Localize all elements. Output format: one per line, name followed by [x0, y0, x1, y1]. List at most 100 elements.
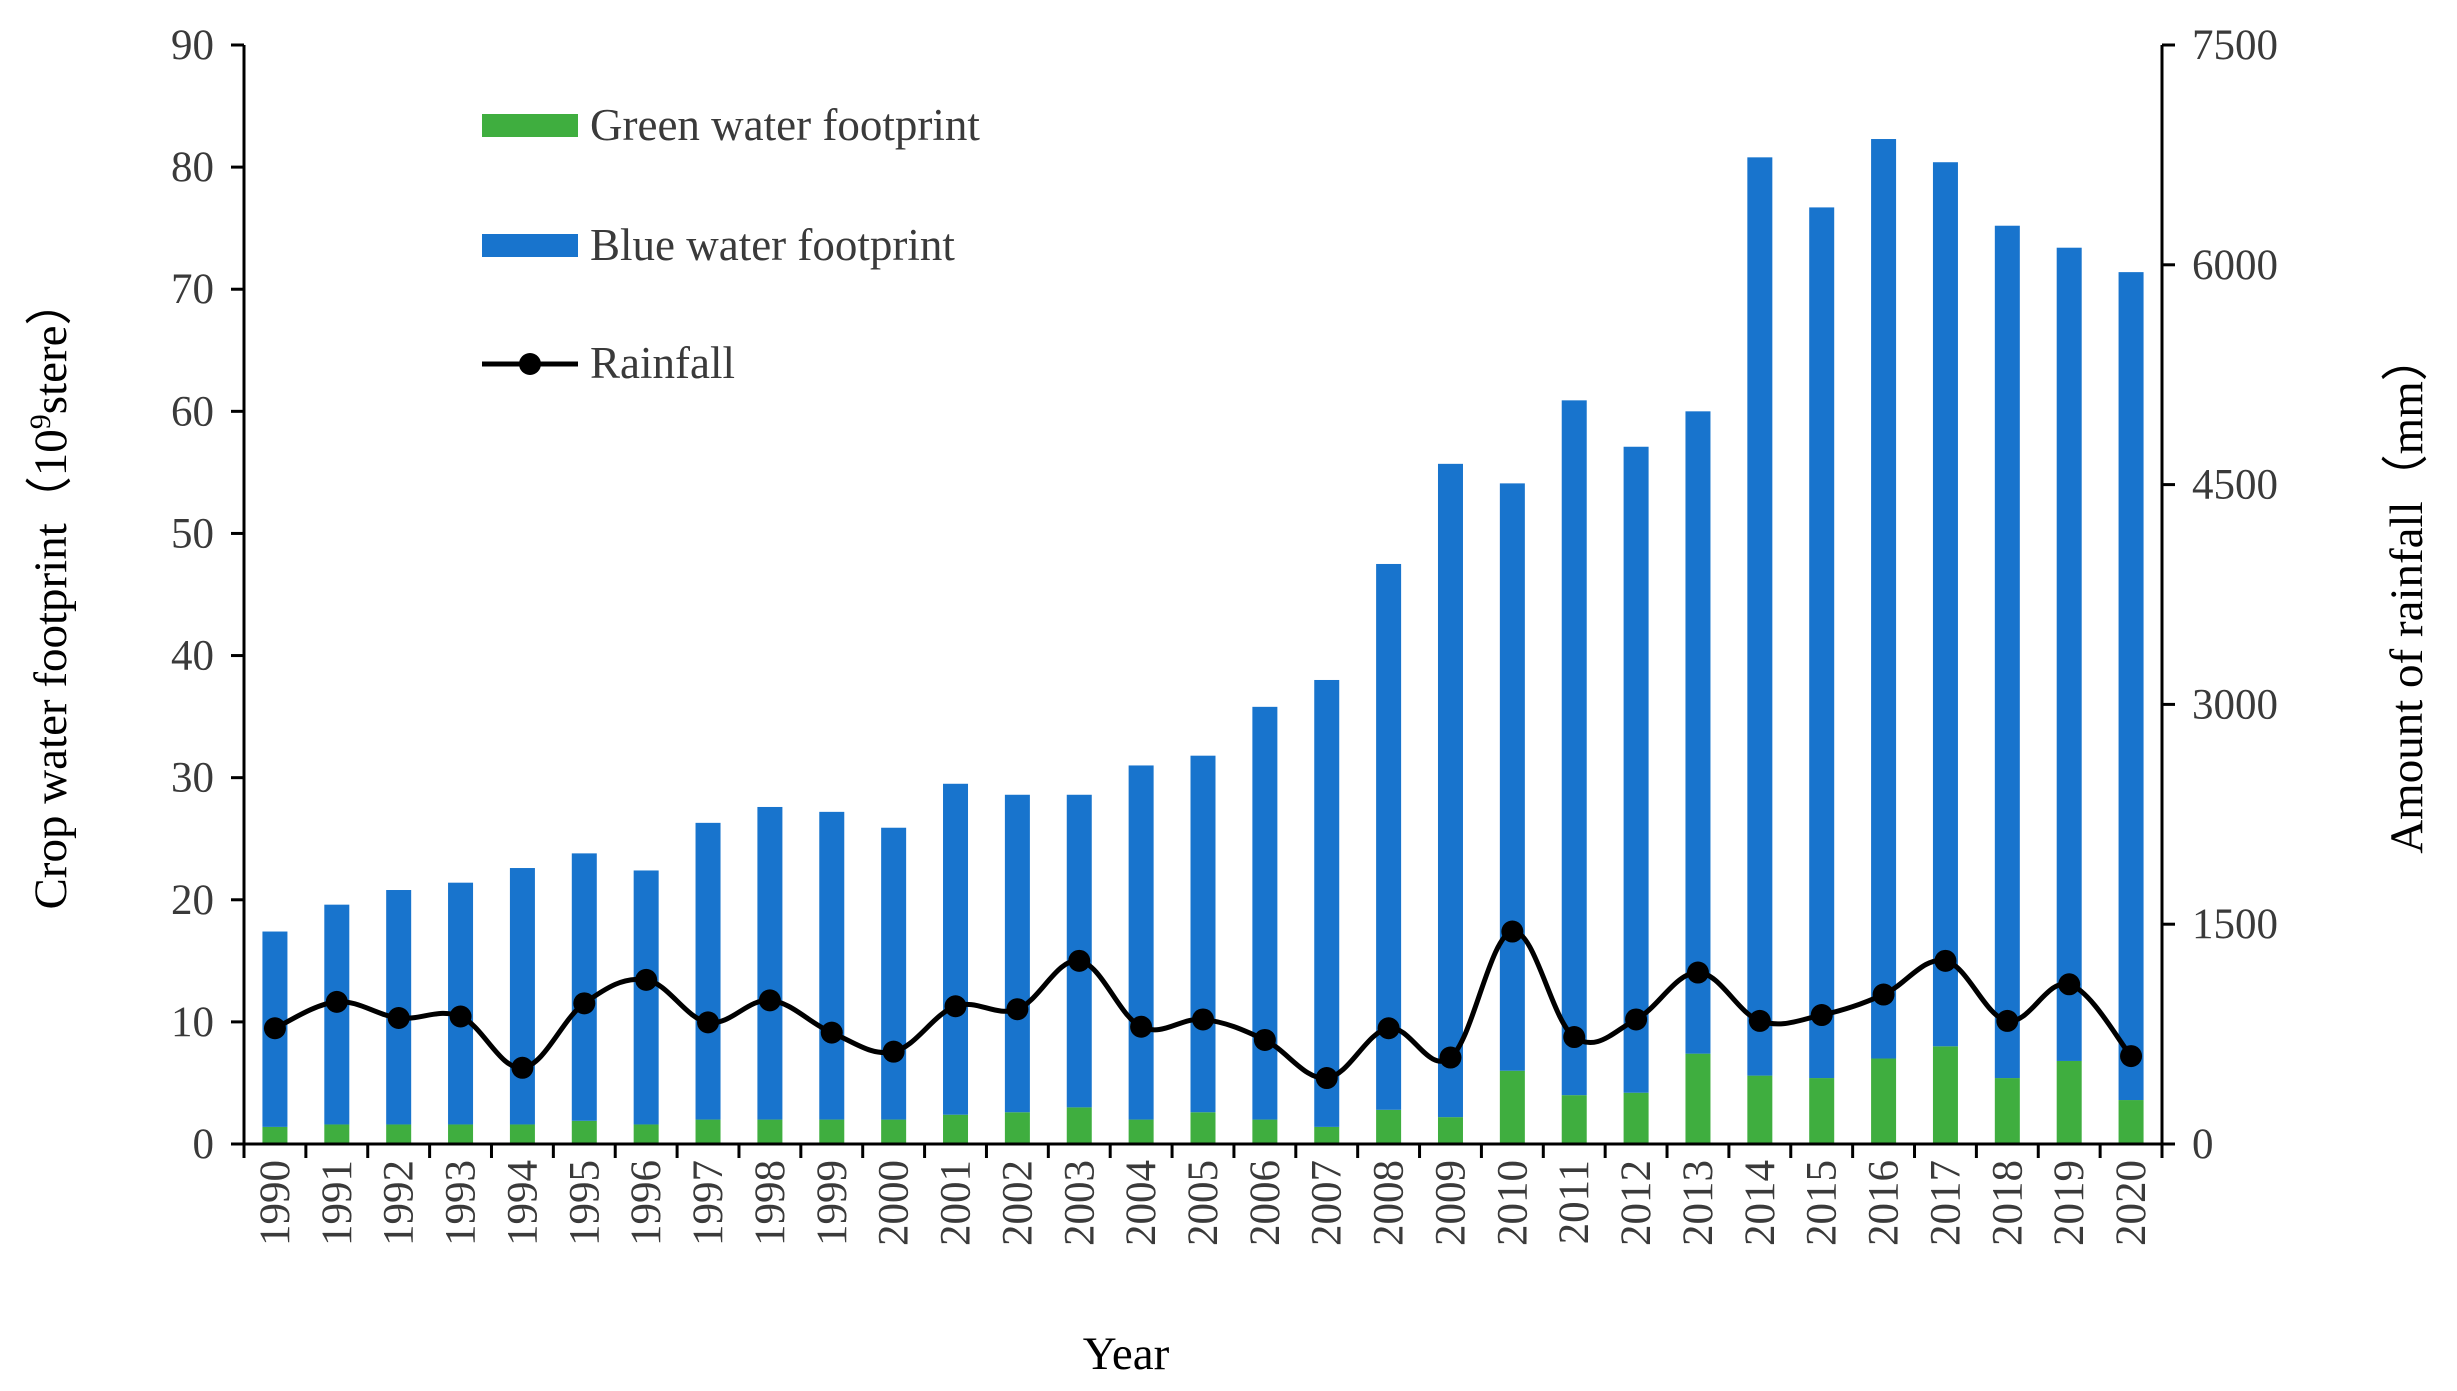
- rainfall-point-2001: [944, 995, 967, 1018]
- bar-green-1998: [757, 1119, 783, 1144]
- x-tick-label-1999: 1999: [809, 1160, 856, 1246]
- rainfall-point-2006: [1253, 1028, 1276, 1051]
- x-tick-label-2020: 2020: [2108, 1160, 2155, 1246]
- y2-tick-label-6000: 6000: [2192, 242, 2278, 289]
- x-tick-label-2003: 2003: [1056, 1160, 1103, 1246]
- rainfall-point-1996: [635, 968, 658, 991]
- bar-blue-2012: [1623, 446, 1649, 1093]
- rainfall-point-2007: [1315, 1067, 1338, 1090]
- bar-blue-2011: [1561, 400, 1587, 1096]
- bar-green-2001: [943, 1114, 969, 1144]
- x-tick-label-1995: 1995: [561, 1160, 608, 1246]
- y2-tick-label-7500: 7500: [2192, 22, 2278, 69]
- rainfall-point-1999: [820, 1021, 843, 1044]
- bar-green-2014: [1747, 1075, 1773, 1144]
- bar-green-2011: [1561, 1095, 1587, 1144]
- bar-blue-2010: [1499, 483, 1525, 1071]
- rainfall-point-2019: [2058, 973, 2081, 996]
- x-tick-label-2007: 2007: [1304, 1160, 1351, 1246]
- rainfall-point-2004: [1130, 1015, 1153, 1038]
- legend-label-rainfall: Rainfall: [590, 338, 735, 388]
- ticks-layer: 0 10 20 30 40 50 60 70 80 90 0 1500 3000 4500 6000 7500…: [171, 22, 2278, 1246]
- x-tick-label-2012: 2012: [1613, 1160, 1660, 1246]
- x-tick-label-2009: 2009: [1427, 1160, 1474, 1246]
- bar-green-2004: [1128, 1119, 1154, 1144]
- bar-green-1996: [633, 1124, 659, 1144]
- rainfall-point-2016: [1872, 983, 1895, 1006]
- y-tick-label-30: 30: [171, 755, 214, 802]
- rainfall-point-1994: [511, 1056, 534, 1079]
- bar-blue-1995: [571, 853, 597, 1121]
- bar-green-2006: [1252, 1119, 1278, 1144]
- y2-tick-label-0: 0: [2192, 1121, 2214, 1168]
- x-tick-label-2004: 2004: [1118, 1160, 1165, 1246]
- x-tick-label-2013: 2013: [1675, 1160, 1722, 1246]
- x-tick-label-1993: 1993: [438, 1160, 485, 1246]
- bar-green-1990: [262, 1126, 288, 1144]
- rainfall-point-2020: [2120, 1045, 2143, 1068]
- x-tick-label-1997: 1997: [685, 1160, 732, 1246]
- y-tick-label-40: 40: [171, 633, 214, 680]
- bar-green-2003: [1066, 1107, 1092, 1144]
- bar-green-2020: [2118, 1100, 2144, 1144]
- rainfall-point-2005: [1192, 1008, 1214, 1031]
- y-axis-title-part-a: Crop water footprint（10: [25, 429, 77, 909]
- x-tick-label-2014: 2014: [1737, 1160, 1784, 1246]
- axes-layer: [242, 45, 2164, 1146]
- rainfall-point-1992: [387, 1006, 410, 1029]
- bar-green-1992: [386, 1124, 412, 1144]
- x-tick-label-1992: 1992: [376, 1160, 423, 1246]
- bar-green-2015: [1809, 1078, 1835, 1144]
- bar-green-2012: [1623, 1092, 1649, 1144]
- y-tick-label-20: 20: [171, 877, 214, 924]
- rainfall-point-2002: [1006, 998, 1029, 1021]
- rainfall-line-layer: [263, 920, 2143, 1090]
- rainfall-point-1991: [325, 990, 348, 1013]
- x-tick-label-2005: 2005: [1180, 1160, 1227, 1246]
- rainfall-point-2014: [1748, 1009, 1771, 1032]
- x-tick-label-2019: 2019: [2046, 1160, 2093, 1246]
- y-axis-title-superscript: 9: [24, 414, 57, 429]
- rainfall-point-2009: [1439, 1046, 1462, 1069]
- y-axis-title: Crop water footprint（109stere）: [24, 278, 77, 909]
- x-tick-label-2016: 2016: [1861, 1160, 1908, 1246]
- bar-blue-2009: [1437, 463, 1463, 1118]
- y2-tick-label-1500: 1500: [2192, 901, 2278, 948]
- bar-green-2009: [1437, 1117, 1463, 1144]
- bar-blue-2005: [1190, 755, 1216, 1113]
- bar-green-2010: [1499, 1070, 1525, 1144]
- bar-green-2002: [1004, 1112, 1030, 1144]
- legend: Green water footprint Blue water footpri…: [482, 100, 980, 388]
- y-tick-label-10: 10: [171, 999, 214, 1046]
- rainfall-point-2017: [1934, 949, 1957, 972]
- x-tick-label-2001: 2001: [933, 1160, 980, 1246]
- bar-blue-2014: [1747, 157, 1773, 1076]
- x-tick-label-2018: 2018: [1984, 1160, 2031, 1246]
- bar-blue-2019: [2056, 247, 2082, 1061]
- bar-green-2013: [1685, 1053, 1711, 1144]
- legend-swatch-rainfall-marker: [519, 353, 541, 375]
- rainfall-point-1995: [573, 992, 596, 1015]
- rainfall-point-1997: [697, 1011, 720, 1034]
- x-tick-label-1998: 1998: [747, 1160, 794, 1246]
- y-tick-label-50: 50: [171, 510, 214, 557]
- bar-blue-1993: [448, 882, 474, 1125]
- rainfall-point-2013: [1686, 961, 1709, 984]
- x-tick-label-2002: 2002: [994, 1160, 1041, 1246]
- bar-blue-2007: [1314, 679, 1340, 1127]
- bar-green-2007: [1314, 1126, 1340, 1144]
- legend-swatch-green: [482, 114, 578, 137]
- x-tick-label-1996: 1996: [623, 1160, 670, 1246]
- x-tick-label-2015: 2015: [1799, 1160, 1846, 1246]
- y2-tick-label-3000: 3000: [2192, 681, 2278, 728]
- bar-green-1991: [324, 1124, 350, 1144]
- bar-blue-1996: [633, 870, 659, 1125]
- bar-green-2019: [2056, 1060, 2082, 1144]
- bar-blue-1998: [757, 806, 783, 1120]
- x-axis-title: Year: [1083, 1328, 1170, 1380]
- y2-axis-title: Amount of rainfall（mm）: [2381, 334, 2433, 854]
- x-tick-label-2000: 2000: [871, 1160, 918, 1246]
- y-axis-title-part-b: stere）: [25, 278, 77, 414]
- bar-blue-2018: [1994, 225, 2020, 1079]
- rainfall-point-2011: [1563, 1026, 1586, 1049]
